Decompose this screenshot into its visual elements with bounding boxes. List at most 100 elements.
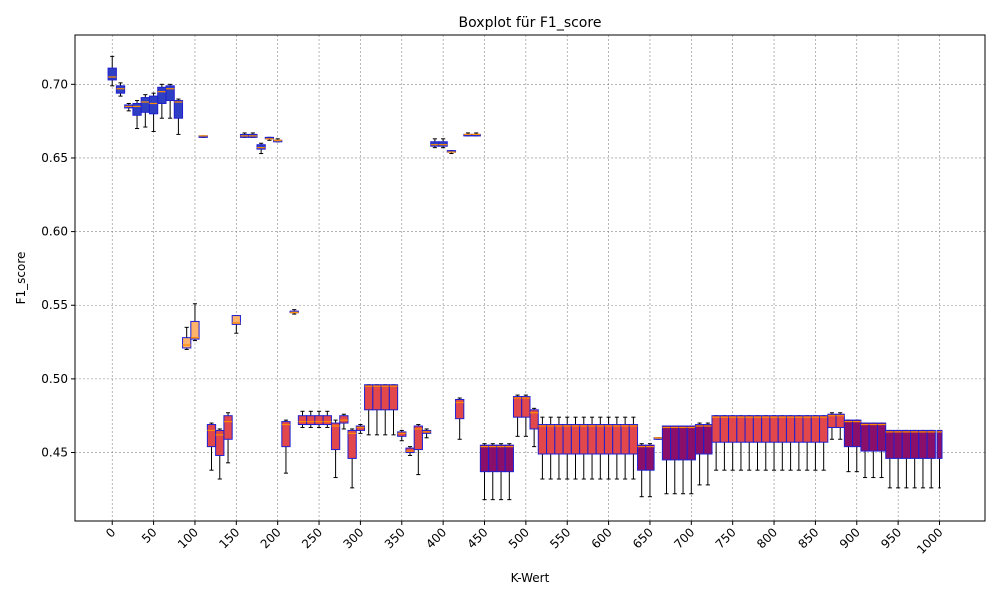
box (711, 415, 721, 471)
box (339, 413, 349, 430)
box (231, 315, 241, 334)
y-tick-label: 0.50 (41, 372, 68, 386)
y-axis-ticks: 0.45 0.50 0.55 0.60 0.65 0.70 (41, 77, 75, 460)
box-body (488, 444, 498, 473)
box-body (405, 447, 415, 454)
box (628, 416, 639, 480)
chart-title: Boxplot für F1_score (459, 15, 602, 31)
x-axis-label: K-Wert (511, 571, 550, 585)
box-body (686, 425, 696, 461)
box-body (728, 415, 738, 443)
box-body (670, 425, 680, 461)
box (645, 443, 655, 498)
box-body (752, 415, 763, 443)
box (446, 150, 457, 155)
box-body (330, 422, 341, 451)
box-body (430, 141, 440, 147)
box-body (587, 424, 597, 455)
box-body (512, 396, 523, 418)
box (612, 416, 622, 480)
box-body (852, 419, 862, 448)
box-body (802, 415, 812, 443)
box-body (860, 422, 870, 452)
box-body (388, 384, 399, 411)
box (421, 428, 432, 439)
box-body (496, 444, 506, 473)
box (388, 384, 399, 436)
box-body (215, 429, 225, 456)
box-body (819, 415, 829, 443)
box-body (397, 431, 407, 437)
box-body (769, 415, 779, 443)
box-body (628, 424, 639, 455)
box (430, 138, 440, 149)
box (190, 303, 200, 342)
box-body (380, 384, 390, 411)
box (223, 412, 233, 464)
box-body (140, 97, 150, 113)
box-body (744, 415, 754, 443)
box-series (107, 55, 943, 501)
box (455, 397, 465, 440)
box-body (455, 399, 465, 420)
box-body (637, 444, 647, 471)
box-body (761, 415, 771, 443)
box (744, 415, 754, 471)
box-body (364, 384, 374, 411)
y-tick-label: 0.65 (41, 151, 68, 165)
box-body (314, 415, 324, 426)
box-body (521, 396, 531, 418)
box-body (612, 424, 622, 455)
y-tick-label: 0.70 (41, 77, 68, 91)
box-body (711, 415, 721, 443)
box (769, 415, 779, 471)
box-body (562, 424, 572, 455)
box (521, 394, 531, 437)
box-body (703, 424, 713, 455)
box (148, 92, 159, 132)
box (595, 416, 605, 480)
box-body (347, 429, 357, 459)
box-body (777, 415, 787, 443)
box (264, 136, 275, 141)
box (819, 415, 829, 471)
box-body (256, 144, 266, 150)
box-body (736, 415, 746, 443)
box (570, 416, 581, 480)
y-tick-label: 0.60 (41, 225, 68, 239)
box-body (810, 415, 821, 443)
box-body (413, 425, 423, 451)
box-body (231, 315, 241, 325)
box (115, 82, 126, 97)
box (620, 416, 630, 480)
box (273, 138, 283, 143)
box-body (901, 429, 912, 459)
box (529, 407, 539, 448)
box-body (339, 415, 349, 424)
box-body (372, 384, 382, 411)
box (397, 429, 407, 442)
box (347, 428, 357, 489)
box-body (918, 429, 928, 459)
box-body (157, 86, 167, 104)
plot-frame (74, 34, 986, 522)
box-body (719, 415, 730, 443)
box (471, 132, 481, 137)
box-body (206, 424, 217, 448)
box (794, 415, 804, 471)
box-body (322, 415, 332, 426)
box (215, 428, 225, 480)
box-body (132, 102, 142, 116)
box-body (794, 415, 804, 443)
box-body (595, 424, 605, 455)
box-body (107, 67, 117, 81)
box (330, 419, 341, 479)
box-body (579, 424, 589, 455)
box (504, 443, 514, 501)
box-body (297, 415, 308, 426)
box-body (281, 421, 291, 448)
box-body (504, 444, 514, 473)
box-body (479, 444, 490, 473)
box (306, 410, 316, 428)
